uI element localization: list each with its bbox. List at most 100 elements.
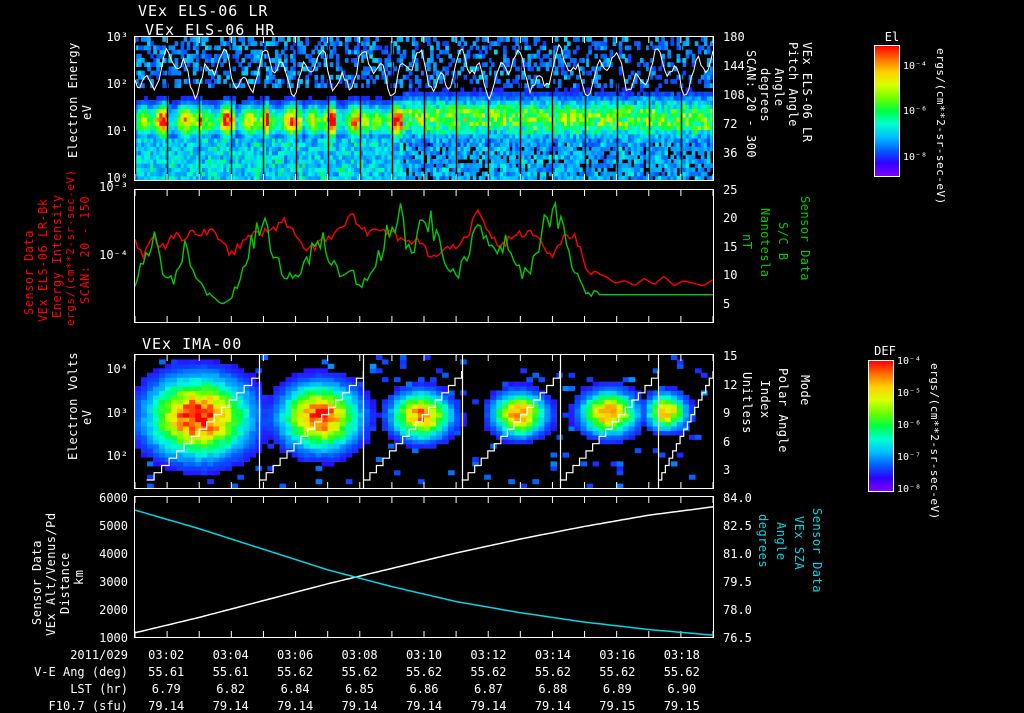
colorbar1-caption: El (872, 30, 912, 44)
panel4-rtick-840: 84.0 (723, 491, 775, 505)
panel3-spectrogram[interactable] (134, 354, 714, 489)
panel1-rlabel-4: degrees (758, 68, 772, 122)
colorbar2-tick-3: 10⁻⁷ (897, 452, 921, 463)
panel4-llabel-3: Distance (58, 552, 72, 614)
table-row-label-1: V-E Ang (deg) (0, 665, 128, 679)
table-cell-r2-c4: 6.86 (390, 682, 458, 696)
panel2-rlabel-2: S/C B (776, 222, 790, 261)
panel4-ytick-4000: 4000 (78, 547, 128, 561)
panel2-rlabel-1: Sensor Data (798, 196, 812, 281)
panel1-rtick-180: 180 (723, 30, 765, 44)
panel4-llabel-2: VEx Alt/Venus/Pd (44, 512, 58, 636)
table-cell-r3-c6: 79.14 (519, 699, 587, 713)
table-cell-r3-c0: 79.14 (132, 699, 200, 713)
panel2-rtick-25: 25 (723, 183, 765, 197)
colorbar2-tick-1: 10⁻⁵ (897, 388, 921, 399)
panel3-title: VEx IMA-00 (142, 335, 242, 353)
panel1-ytick-3: 10³ (88, 30, 128, 44)
panel4-rlabel-3: Angle (774, 522, 788, 561)
table-cell-r0-c7: 03:16 (583, 648, 651, 662)
table-cell-r3-c8: 79.15 (648, 699, 716, 713)
table-cell-r0-c0: 03:02 (132, 648, 200, 662)
panel1-rlabel-1: Pitch Angle (786, 42, 800, 127)
table-cell-r2-c2: 6.84 (261, 682, 329, 696)
table-cell-r1-c3: 55.62 (326, 665, 394, 679)
table-row-label-0: 2011/029 (0, 648, 128, 662)
table-cell-r1-c5: 55.62 (454, 665, 522, 679)
table-cell-r3-c7: 79.15 (583, 699, 651, 713)
table-cell-r2-c8: 6.90 (648, 682, 716, 696)
panel2-rlabel-3: Nanotesla (758, 208, 772, 278)
table-row-label-3: F10.7 (sfu) (0, 699, 128, 713)
table-cell-r2-c5: 6.87 (454, 682, 522, 696)
table-cell-r2-c3: 6.85 (326, 682, 394, 696)
table-cell-r0-c2: 03:06 (261, 648, 329, 662)
colorbar1-tick-0: 10⁻⁴ (903, 61, 927, 72)
panel1-ytick-1: 10¹ (88, 124, 128, 138)
colorbar1-units: ergs/(cm**2-sr-sec-eV) (934, 48, 947, 205)
panel2-rtick-5: 5 (723, 297, 765, 311)
panel2-llabel-3: Energy Intensity (50, 194, 64, 318)
table-cell-r2-c7: 6.89 (583, 682, 651, 696)
table-cell-r1-c8: 55.62 (648, 665, 716, 679)
table-cell-r2-c1: 6.82 (197, 682, 265, 696)
panel4-rtick-780: 78.0 (723, 603, 775, 617)
table-cell-r2-c6: 6.88 (519, 682, 587, 696)
panel4-rtick-765: 76.5 (723, 631, 775, 645)
colorbar1-tick-1: 10⁻⁶ (903, 106, 927, 117)
table-cell-r1-c4: 55.62 (390, 665, 458, 679)
panel4-ytick-1000: 1000 (78, 631, 128, 645)
table-cell-r1-c6: 55.62 (519, 665, 587, 679)
panel3-rlabel-2: Polar Angle (776, 368, 790, 453)
panel4-rlabel-2: VEx SZA (792, 516, 806, 570)
panel1-rlabel-5: SCAN: 20 - 300 (744, 50, 758, 158)
panel1-rlabel-3: Angle (772, 68, 786, 107)
panel3-rlabel-3: Index (758, 380, 772, 419)
table-cell-r0-c4: 03:10 (390, 648, 458, 662)
panel2-llabel-4: ergs/(cm**2-sr-sec-eV) (64, 169, 77, 326)
panel3-rlabel-4: Unitless (740, 372, 754, 434)
panel3-ylabel-1: Electron Volts (66, 352, 80, 460)
table-cell-r0-c1: 03:04 (197, 648, 265, 662)
table-cell-r3-c4: 79.14 (390, 699, 458, 713)
panel3-rtick-15: 15 (723, 349, 765, 363)
colorbar1-tick-2: 10⁻⁸ (903, 152, 927, 163)
panel2-llabel-2: VEx ELS-06 LR-Bk (36, 198, 50, 322)
table-cell-r1-c2: 55.62 (261, 665, 329, 679)
panel4-orbit-plot[interactable] (134, 496, 714, 638)
colorbar2-units: ergs/(cm**2-sr-sec-eV) (928, 363, 941, 520)
table-cell-r3-c3: 79.14 (326, 699, 394, 713)
table-cell-r3-c2: 79.14 (261, 699, 329, 713)
table-cell-r3-c1: 79.14 (197, 699, 265, 713)
panel1-ylabel-1: Electron Energy (66, 42, 80, 158)
panel4-ytick-6000: 6000 (78, 491, 128, 505)
panel3-rtick-6: 6 (723, 435, 765, 449)
colorbar1[interactable] (874, 45, 900, 177)
panel4-llabel-1: Sensor Data (30, 540, 44, 625)
table-cell-r1-c7: 55.62 (583, 665, 651, 679)
table-cell-r1-c0: 55.61 (132, 665, 200, 679)
panel3-ytick-4: 10⁴ (88, 362, 128, 376)
table-cell-r0-c8: 03:18 (648, 648, 716, 662)
panel2-timeseries[interactable] (134, 189, 714, 323)
table-cell-r3-c5: 79.14 (454, 699, 522, 713)
panel1-rlabel-2: VEx ELS-06 LR (800, 42, 814, 142)
panel4-rlabel-1: Sensor Data (810, 508, 824, 593)
panel1-spectrogram[interactable] (134, 36, 714, 181)
panel4-ytick-5000: 5000 (78, 519, 128, 533)
panel4-rtick-795: 79.5 (723, 575, 775, 589)
panel1-title-lr: VEx ELS-06 LR (138, 2, 268, 20)
panel4-ytick-3000: 3000 (78, 575, 128, 589)
panel4-ytick-2000: 2000 (78, 603, 128, 617)
panel3-ytick-2: 10² (88, 449, 128, 463)
panel2-ytick-0: 10⁻³ (88, 180, 128, 194)
panel2-ytick-1: 10⁻⁴ (88, 248, 128, 262)
panel2-llabel-1: Sensor Data (22, 230, 36, 315)
colorbar2[interactable] (868, 360, 894, 492)
table-cell-r0-c3: 03:08 (326, 648, 394, 662)
table-cell-r1-c1: 55.61 (197, 665, 265, 679)
table-row-label-2: LST (hr) (0, 682, 128, 696)
panel3-rtick-3: 3 (723, 463, 765, 477)
table-cell-r0-c6: 03:14 (519, 648, 587, 662)
panel4-rlabel-4: degrees (756, 514, 770, 568)
